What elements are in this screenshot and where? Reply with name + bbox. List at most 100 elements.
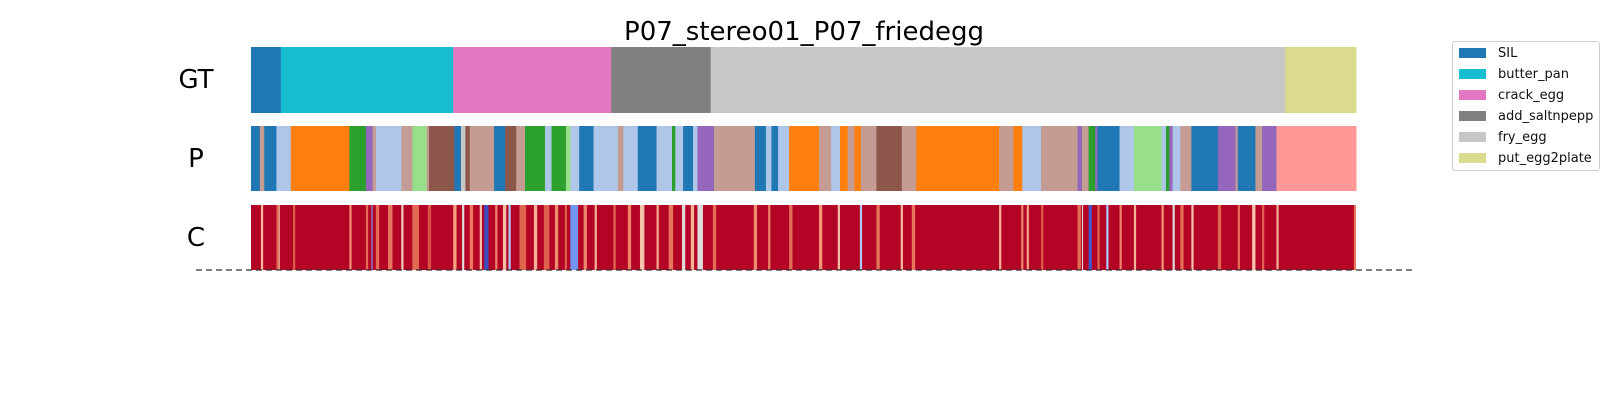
prediction-segment: [714, 126, 756, 191]
prediction-segment: [771, 126, 779, 191]
prediction-segment: [516, 126, 526, 191]
prediction-segment: [1237, 126, 1256, 191]
confidence-dip: [1088, 205, 1092, 270]
confidence-dip: [276, 205, 279, 270]
confidence-dip: [1276, 205, 1279, 270]
prediction-segment: [565, 126, 571, 191]
prediction-segment: [365, 126, 374, 191]
prediction-segment: [778, 126, 790, 191]
confidence-dip: [818, 205, 823, 270]
legend-item: butter_pan: [1459, 66, 1569, 82]
legend-swatch: [1459, 90, 1486, 100]
confidence-dip: [292, 205, 296, 270]
prediction-segment: [264, 126, 277, 191]
prediction-segment: [1119, 126, 1135, 191]
confidence-dip: [681, 205, 686, 270]
prediction-segment: [754, 126, 767, 191]
prediction-segment: [1235, 126, 1239, 191]
confidence-dip: [1133, 205, 1137, 270]
prediction-row: [251, 126, 1357, 191]
prediction-segment: [1276, 126, 1316, 191]
prediction-segment: [860, 126, 877, 191]
legend-item: crack_egg: [1459, 87, 1564, 103]
prediction-segment: [697, 126, 715, 191]
confidence-dip: [453, 205, 457, 270]
prediction-segment: [876, 126, 903, 191]
legend: SIL butter_pan crack_egg add_saltnpepp f…: [1452, 41, 1600, 171]
confidence-dip: [401, 205, 404, 270]
prediction-segment: [623, 126, 639, 191]
prediction-segment: [1217, 126, 1237, 191]
confidence-dip: [519, 205, 527, 270]
confidence-base: [251, 205, 1356, 270]
prediction-segment: [617, 126, 624, 191]
prediction-segment: [765, 126, 772, 191]
legend-label: put_egg2plate: [1498, 150, 1592, 166]
gt-row: [251, 47, 1357, 113]
confidence-dip: [554, 205, 559, 270]
confidence-dip: [427, 205, 432, 270]
confidence-dip: [365, 205, 369, 270]
legend-swatch: [1459, 69, 1486, 79]
confidence-dip: [900, 205, 903, 270]
confidence-dip: [484, 205, 489, 270]
confidence-dip: [613, 205, 616, 270]
confidence-dip: [564, 205, 568, 270]
prediction-segment: [276, 126, 292, 191]
confidence-dip: [570, 205, 579, 270]
gt-segment: [1285, 47, 1357, 113]
legend-label: butter_pan: [1498, 66, 1569, 82]
confidence-dip: [768, 205, 771, 270]
confidence-dip: [639, 205, 645, 270]
confidence-dip: [1106, 205, 1109, 270]
confidence-dip: [1191, 205, 1194, 270]
prediction-segment: [1262, 126, 1277, 191]
confidence-dip: [1172, 205, 1175, 270]
prediction-segment: [428, 126, 455, 191]
prediction-segment: [525, 126, 546, 191]
confidence-dip: [627, 205, 632, 270]
row-label-p: P: [188, 144, 204, 174]
confidence-dip: [690, 205, 695, 270]
confidence-dip: [469, 205, 474, 270]
confidence-dip: [837, 205, 840, 270]
prediction-segment: [1169, 126, 1174, 191]
prediction-segment: [999, 126, 1014, 191]
confidence-dip: [1097, 205, 1100, 270]
confidence-dip: [502, 205, 507, 270]
confidence-dip: [1353, 205, 1356, 270]
prediction-segment: [847, 126, 855, 191]
prediction-segment: [901, 126, 917, 191]
prediction-segment: [1095, 126, 1098, 191]
legend-label: SIL: [1498, 45, 1518, 61]
prediction-segment: [593, 126, 619, 191]
confidence-dip: [1026, 205, 1029, 270]
prediction-segment: [570, 126, 580, 191]
row-label-c: C: [187, 223, 205, 253]
prediction-segment: [818, 126, 832, 191]
prediction-segment: [544, 126, 553, 191]
legend-item: fry_egg: [1459, 129, 1547, 145]
confidence-dip: [375, 205, 380, 270]
prediction-segment: [1180, 126, 1192, 191]
confidence-dip: [1161, 205, 1164, 270]
confidence-dip: [349, 205, 352, 270]
confidence-dip: [462, 205, 465, 270]
gt-segment: [710, 47, 1286, 113]
gt-segment: [251, 47, 282, 113]
prediction-segment: [426, 126, 430, 191]
legend-swatch: [1459, 132, 1486, 142]
prediction-segment: [637, 126, 658, 191]
prediction-segment: [375, 126, 402, 191]
prediction-segment: [579, 126, 595, 191]
prediction-segment: [401, 126, 413, 191]
prediction-segment: [469, 126, 495, 191]
confidence-row: [251, 205, 1356, 270]
prediction-segment: [1013, 126, 1023, 191]
prediction-segment: [1172, 126, 1181, 191]
gt-segment: [453, 47, 612, 113]
confidence-dip: [594, 205, 597, 270]
confidence-dip: [668, 205, 674, 270]
prediction-segment: [1191, 126, 1219, 191]
prediction-segment: [683, 126, 694, 191]
